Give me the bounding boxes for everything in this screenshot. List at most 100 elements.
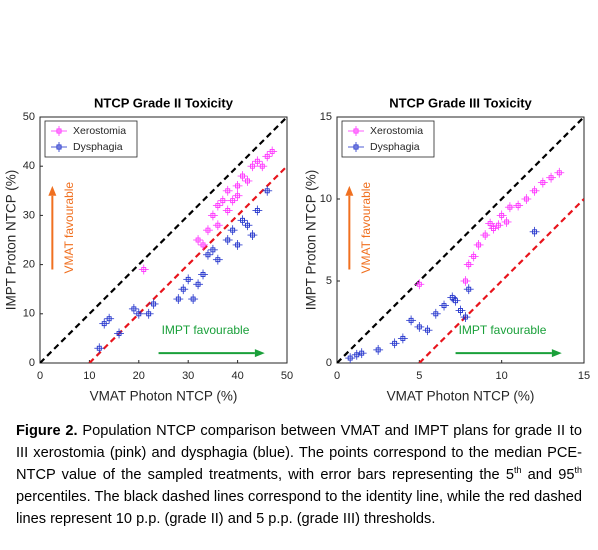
x-tick-label: 40: [231, 370, 243, 382]
point: [136, 311, 142, 317]
point: [205, 227, 211, 233]
point: [96, 345, 102, 351]
point: [116, 331, 122, 336]
x-tick-label: 20: [133, 370, 145, 382]
caption-label: Figure 2.: [16, 423, 78, 439]
point: [408, 317, 414, 323]
plot-content: [337, 117, 584, 363]
point: [259, 163, 265, 169]
point: [532, 188, 538, 194]
point: [532, 229, 538, 235]
point: [540, 180, 546, 186]
point: [264, 153, 270, 159]
point: [269, 148, 275, 154]
point: [205, 252, 211, 258]
point: [425, 327, 431, 333]
point: [195, 237, 201, 243]
point: [235, 242, 241, 248]
arrow-head: [254, 349, 265, 358]
point: [190, 296, 196, 302]
point: [240, 173, 245, 179]
point: [230, 227, 236, 233]
x-tick-label: 5: [416, 370, 422, 382]
y-tick-label: 15: [320, 111, 332, 123]
point: [490, 226, 496, 231]
x-tick-label: 0: [334, 370, 340, 382]
point: [392, 340, 398, 346]
y-tick-label: 50: [23, 111, 35, 123]
point: [131, 306, 137, 312]
legend-box: [44, 120, 138, 158]
plot-content: [40, 117, 287, 363]
x-tick-label: 10: [83, 370, 95, 382]
caption-sup: th: [513, 465, 522, 476]
point: [416, 281, 422, 287]
y-tick-label: 20: [23, 259, 35, 271]
point: [458, 308, 463, 313]
legend-label: Dysphagia: [73, 141, 123, 153]
point: [225, 188, 231, 194]
arrow-head: [48, 185, 57, 196]
point: [235, 193, 241, 199]
arrow-head: [551, 349, 562, 358]
x-tick-label: 30: [182, 370, 194, 382]
caption: Figure 2. Population NTCP comparison bet…: [16, 420, 582, 530]
point: [556, 170, 562, 176]
point: [200, 242, 206, 248]
point: [249, 232, 255, 238]
point: [375, 347, 381, 353]
point: [195, 281, 201, 287]
identity-line: [337, 117, 584, 363]
y-tick-label: 30: [23, 209, 35, 221]
figure: NTCP Grade II Toxicity VMAT Photon NTCP (…: [4, 95, 591, 404]
x-tick-label: 50: [281, 370, 293, 382]
point: [210, 247, 216, 253]
annotation: IMPT favourable: [162, 323, 250, 337]
point: [106, 316, 112, 322]
legend-marker: [353, 144, 359, 150]
point: [499, 212, 505, 218]
point: [495, 222, 501, 228]
point: [185, 276, 191, 282]
point: [359, 350, 365, 356]
y-tick-label: 10: [23, 308, 35, 320]
point: [245, 222, 250, 228]
point: [466, 262, 472, 268]
threshold-line: [418, 198, 584, 363]
point: [240, 217, 245, 223]
point: [487, 221, 493, 227]
caption-text: Population NTCP comparison between VMAT …: [16, 423, 582, 483]
annotation: IMPT favourable: [459, 323, 547, 337]
point: [453, 298, 459, 304]
point: [141, 267, 147, 272]
point: [254, 208, 260, 213]
legend-label: Xerostomia: [370, 125, 423, 137]
x-tick-label: 15: [578, 370, 590, 382]
legend-label: Xerostomia: [73, 125, 126, 137]
caption-text: and 95: [521, 467, 575, 483]
point: [482, 232, 488, 238]
x-tick-label: 0: [37, 370, 43, 382]
point: [507, 204, 513, 210]
point: [416, 324, 422, 330]
point: [466, 286, 472, 292]
point: [515, 203, 521, 209]
point: [175, 296, 181, 302]
y-tick-label: 5: [326, 275, 332, 287]
y-tick-label: 0: [326, 357, 332, 369]
point: [146, 311, 152, 317]
point: [230, 198, 236, 204]
point: [548, 175, 554, 181]
legend-marker: [56, 144, 62, 150]
point: [215, 257, 221, 263]
y-axis-label: IMPT Proton NTCP (%): [4, 170, 19, 311]
legend-label: Dysphagia: [370, 141, 420, 153]
point: [347, 355, 353, 361]
x-axis-label: VMAT Photon NTCP (%): [387, 389, 535, 404]
point: [504, 219, 510, 225]
point: [210, 212, 216, 218]
y-tick-label: 10: [320, 193, 332, 205]
point: [476, 242, 482, 248]
point: [215, 203, 221, 209]
